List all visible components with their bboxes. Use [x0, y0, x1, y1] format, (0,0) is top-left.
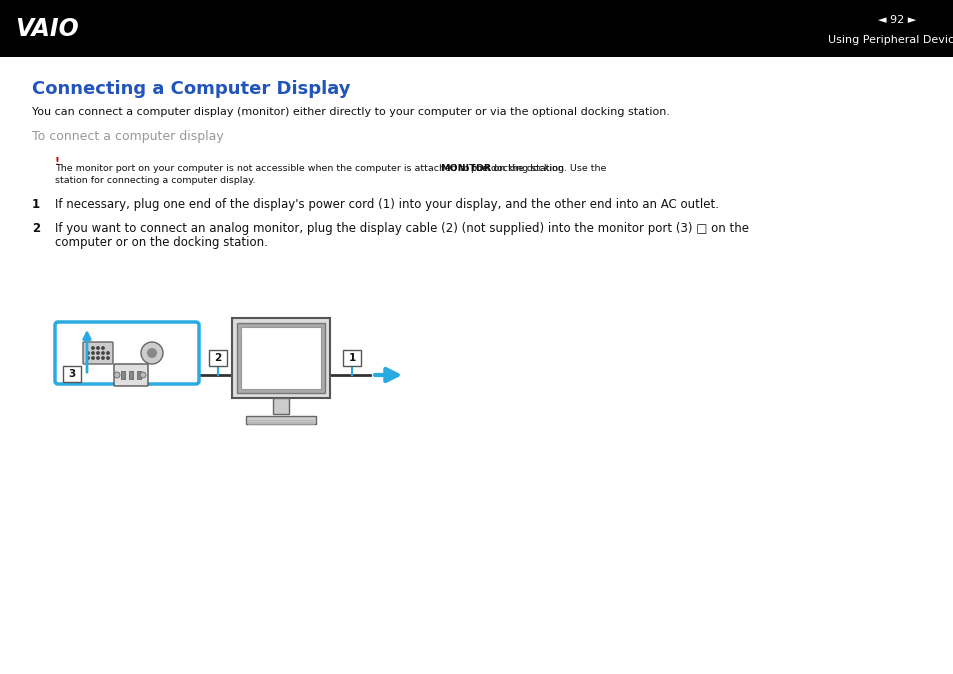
Bar: [129, 371, 132, 379]
Text: 1: 1: [32, 198, 40, 211]
Text: Using Peripheral Devices: Using Peripheral Devices: [827, 35, 953, 45]
Circle shape: [141, 342, 163, 364]
Circle shape: [87, 352, 90, 355]
Text: 1: 1: [348, 353, 355, 363]
Text: 2: 2: [214, 353, 221, 363]
Text: computer or on the docking station.: computer or on the docking station.: [55, 236, 268, 249]
Circle shape: [87, 357, 90, 359]
Circle shape: [91, 352, 94, 355]
Text: !: !: [55, 157, 60, 167]
Circle shape: [102, 357, 104, 359]
Text: 3: 3: [69, 369, 75, 379]
Circle shape: [96, 347, 99, 349]
Bar: [0, 0, 953, 57]
Circle shape: [140, 372, 146, 378]
FancyBboxPatch shape: [113, 364, 148, 386]
Circle shape: [102, 347, 104, 349]
Bar: [232, 318, 330, 398]
Circle shape: [91, 347, 94, 349]
Text: If necessary, plug one end of the display's power cord (1) into your display, an: If necessary, plug one end of the displa…: [55, 198, 719, 211]
Circle shape: [147, 348, 157, 358]
Text: MONITOR: MONITOR: [440, 164, 491, 173]
Bar: [343, 350, 360, 366]
Bar: [246, 416, 315, 424]
Text: If you want to connect an analog monitor, plug the display cable (2) (not suppli: If you want to connect an analog monitor…: [55, 222, 748, 235]
FancyBboxPatch shape: [83, 342, 112, 364]
Text: VAIO: VAIO: [15, 16, 79, 40]
Circle shape: [113, 372, 120, 378]
Circle shape: [91, 357, 94, 359]
Circle shape: [107, 352, 109, 355]
Text: 2: 2: [32, 222, 40, 235]
Circle shape: [107, 357, 109, 359]
Text: Connecting a Computer Display: Connecting a Computer Display: [32, 80, 350, 98]
Circle shape: [96, 357, 99, 359]
Bar: [137, 371, 141, 379]
Bar: [273, 398, 289, 414]
FancyBboxPatch shape: [55, 322, 199, 384]
Bar: [209, 350, 227, 366]
Bar: [241, 327, 320, 389]
Bar: [236, 323, 325, 393]
Bar: [63, 366, 81, 382]
Text: The monitor port on your computer is not accessible when the computer is attache: The monitor port on your computer is not…: [55, 164, 609, 173]
Text: You can connect a computer display (monitor) either directly to your computer or: You can connect a computer display (moni…: [32, 107, 669, 117]
Text: port on the docking: port on the docking: [467, 164, 563, 173]
Circle shape: [96, 352, 99, 355]
Text: To connect a computer display: To connect a computer display: [32, 130, 224, 143]
Bar: [121, 371, 125, 379]
Text: station for connecting a computer display.: station for connecting a computer displa…: [55, 176, 255, 185]
Text: ◄ 92 ►: ◄ 92 ►: [877, 15, 915, 25]
Circle shape: [102, 352, 104, 355]
